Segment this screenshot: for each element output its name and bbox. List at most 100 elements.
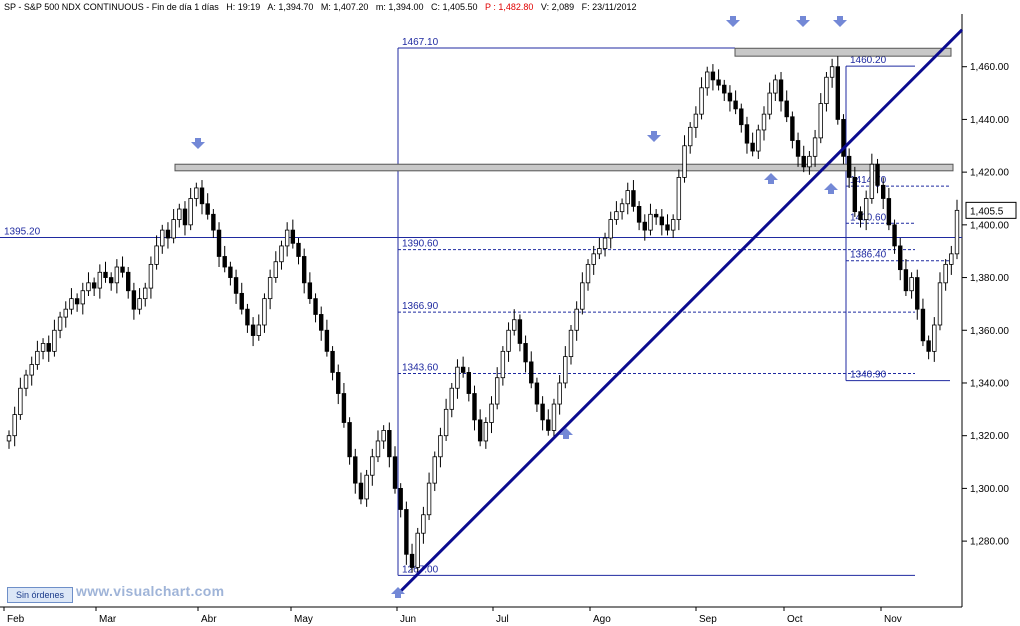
resistance-band [174, 163, 954, 172]
candle-body [670, 219, 676, 231]
arrow-down-icon [833, 16, 847, 27]
candle-body [375, 440, 381, 458]
arrow-up-icon [559, 428, 573, 439]
candle-body [705, 71, 710, 89]
candle-body [233, 277, 239, 294]
candle-body [812, 137, 818, 157]
candle-body [483, 422, 489, 442]
y-tick-label: 1,440.00 [970, 115, 1009, 126]
candle-body [546, 419, 551, 431]
candle-body [744, 124, 750, 144]
candle-body [154, 245, 159, 265]
candle-body [585, 263, 591, 284]
candle-body [35, 350, 40, 365]
candle-body [540, 403, 545, 421]
chart-header: SP - S&P 500 NDX CONTINUOUS - Fin de día… [0, 0, 964, 14]
arrow-up-icon [824, 183, 838, 194]
arrow-down-icon [796, 16, 810, 27]
candle-body [6, 435, 12, 442]
candle-body [614, 211, 619, 220]
open-text: A: 1,394.70 [267, 2, 314, 12]
candle-body [568, 329, 574, 358]
candle-body [460, 366, 466, 373]
candle-body [455, 366, 460, 389]
candle-body [114, 266, 120, 284]
candle-body [790, 116, 795, 141]
candle-body [636, 205, 642, 223]
y-tick-label: 1,280.00 [970, 537, 1009, 548]
level-label: 1340.90 [850, 370, 887, 381]
candle-body [750, 142, 755, 152]
candle-body [676, 177, 682, 220]
candle-body [341, 393, 347, 423]
candle-body [69, 298, 74, 310]
x-tick-label: Abr [201, 614, 217, 625]
candle-body [336, 372, 341, 394]
candle-body [665, 224, 670, 231]
candle-body [943, 263, 948, 284]
candle-body [795, 140, 801, 157]
symbol-text: SP - S&P 500 NDX CONTINUOUS - Fin de día… [4, 2, 219, 12]
candle-body [642, 221, 647, 231]
candle-body [863, 198, 869, 220]
candle-body [211, 213, 216, 231]
watermark-text: www.visualchart.com [76, 583, 225, 599]
candle-body [824, 76, 829, 105]
candle-body [29, 364, 34, 376]
candle-body [920, 308, 926, 342]
candle-body [392, 456, 398, 489]
x-tick-label: Mar [99, 614, 117, 625]
candle-body [205, 203, 210, 215]
candle-body [86, 282, 91, 292]
candle-body [199, 187, 205, 205]
candle-body [801, 155, 806, 168]
level-label: 1386.40 [850, 250, 887, 261]
arrow-up-icon [391, 587, 405, 598]
level-label: 1343.60 [402, 362, 439, 373]
candle-body [648, 213, 653, 231]
candle-body [63, 308, 68, 318]
candle-body [239, 292, 244, 310]
candle-body [120, 266, 125, 273]
level-label: 1467.10 [402, 37, 439, 48]
last-price-label: 1,405.5 [970, 206, 1004, 217]
candle-body [619, 203, 625, 213]
candle-body [756, 129, 761, 152]
candle-body [52, 329, 57, 352]
candle-body [188, 198, 193, 226]
candle-body [659, 216, 665, 226]
candle-body [353, 456, 358, 484]
candle-body [74, 298, 80, 305]
level-label: 1390.60 [402, 239, 439, 250]
no-orders-button[interactable]: Sin órdenes [7, 587, 73, 603]
candle-body [245, 308, 250, 326]
candle-body [182, 208, 188, 226]
y-tick-label: 1,300.00 [970, 484, 1009, 495]
candle-body [631, 190, 636, 207]
y-tick-label: 1,380.00 [970, 273, 1009, 284]
candle-body [370, 456, 375, 476]
candle-body [177, 208, 182, 220]
x-tick-label: Jun [400, 614, 416, 625]
candle-body [40, 343, 46, 352]
candle-body [443, 408, 449, 437]
close-text: C: 1,405.50 [430, 2, 478, 12]
candle-body [358, 482, 364, 500]
candle-body [165, 229, 171, 239]
candle-body [875, 163, 880, 186]
candle-body [523, 343, 528, 363]
candle-body [398, 487, 403, 510]
candle-body [778, 79, 784, 102]
candle-body [477, 419, 483, 442]
candle-body [466, 372, 472, 394]
candle-body [472, 393, 477, 421]
low-text: m: 1,394.00 [375, 2, 424, 12]
candle-body [171, 219, 176, 239]
candle-body [932, 324, 937, 352]
last-price-box [965, 201, 1017, 219]
candle-body [307, 282, 313, 300]
candle-body [727, 92, 733, 102]
candle-body [869, 163, 875, 199]
candle-body [415, 532, 420, 568]
